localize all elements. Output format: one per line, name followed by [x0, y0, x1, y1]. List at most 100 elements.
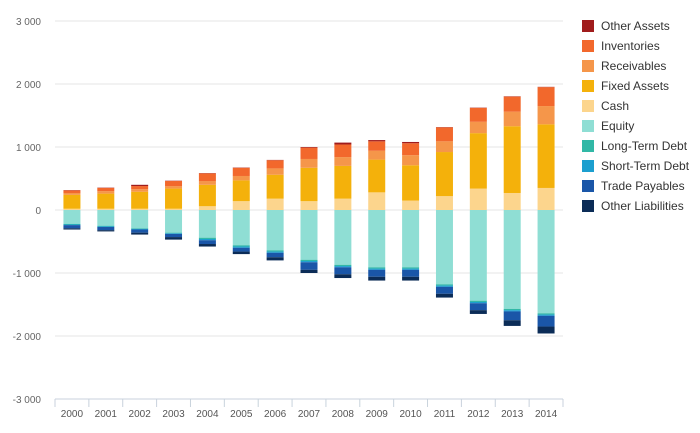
- x-tick-label: 2002: [129, 409, 152, 420]
- bar-segment: [198, 173, 216, 182]
- bar-segment: [97, 210, 115, 226]
- bar-segment: [435, 127, 453, 142]
- bar-segment: [198, 237, 216, 239]
- bar-segment: [435, 196, 453, 210]
- bar-segment: [402, 268, 420, 270]
- bar-segment: [334, 144, 352, 158]
- legend-item[interactable]: Receivables: [582, 56, 689, 76]
- bar-segment: [198, 184, 216, 207]
- bar-segment: [435, 285, 453, 287]
- bar-segment: [537, 187, 555, 210]
- legend-item[interactable]: Cash: [582, 96, 689, 116]
- bar-segment: [232, 167, 250, 176]
- bar-segment: [232, 251, 250, 255]
- legend-item[interactable]: Short-Term Debt: [582, 156, 689, 176]
- legend-swatch: [582, 180, 594, 192]
- bar-segment: [165, 237, 183, 240]
- legend-item[interactable]: Trade Payables: [582, 176, 689, 196]
- bar-segment: [198, 210, 216, 238]
- legend-item[interactable]: Long-Term Debt: [582, 136, 689, 156]
- y-axis-ticks: 3 000 2 000 1 000 0 -1 000 -2 000 -3 000: [13, 17, 42, 406]
- y-tick-label: 0: [35, 206, 41, 217]
- x-tick-label: 2010: [399, 409, 422, 420]
- bar-segment: [131, 228, 149, 229]
- bar-segment: [165, 186, 183, 189]
- bar-segment: [131, 232, 149, 235]
- bar-segment: [334, 267, 352, 275]
- bar-segment: [266, 210, 284, 251]
- legend-label: Trade Payables: [601, 179, 685, 193]
- bar-segment: [300, 201, 318, 210]
- bar-segment: [435, 286, 453, 294]
- bar-segment: [300, 147, 318, 159]
- y-tick-label: 3 000: [16, 17, 41, 28]
- bar-segment: [266, 252, 284, 258]
- legend-label: Inventories: [601, 39, 660, 53]
- legend-label: Short-Term Debt: [601, 159, 690, 173]
- x-tick-label: 2001: [95, 409, 118, 420]
- bar-segment: [300, 269, 318, 273]
- bar-segment: [503, 111, 521, 127]
- bar-segment: [435, 152, 453, 197]
- x-tick-label: 2012: [467, 409, 490, 420]
- legend-label: Other Liabilities: [601, 199, 684, 213]
- bar-segment: [232, 175, 250, 181]
- bar-segment: [232, 180, 250, 202]
- bar-segment: [165, 181, 183, 187]
- legend: Other Assets Inventories Receivables Fixed …: [582, 16, 689, 216]
- bar-segment: [266, 174, 284, 199]
- bar-segment: [469, 310, 487, 314]
- bar-segment: [469, 133, 487, 189]
- bar-segment: [131, 228, 149, 230]
- bar-segment: [63, 194, 81, 209]
- bar-segment: [232, 246, 250, 248]
- bar-segment: [63, 208, 81, 210]
- x-tick-label: 2013: [501, 409, 524, 420]
- bar-segment: [402, 276, 420, 281]
- x-tick-label: 2003: [162, 409, 185, 420]
- x-axis-ticks: 2000 2001 2002 2003 2004 2005 2006 2007 2008 2009…: [61, 409, 558, 420]
- legend-item[interactable]: Other Assets: [582, 16, 689, 36]
- bar-segment: [63, 228, 81, 230]
- legend-swatch: [582, 40, 594, 52]
- bar-segment: [537, 326, 555, 334]
- legend-label: Other Assets: [601, 19, 670, 33]
- bar-segment: [198, 244, 216, 247]
- bar-segment: [131, 208, 149, 210]
- x-tick-label: 2011: [434, 409, 456, 420]
- bar-segment: [165, 208, 183, 210]
- bar-segment: [469, 121, 487, 134]
- legend-item[interactable]: Other Liabilities: [582, 196, 689, 216]
- legend-item[interactable]: Equity: [582, 116, 689, 136]
- bar-segment: [503, 320, 521, 326]
- bar-segment: [435, 284, 453, 286]
- bar-segment: [368, 150, 386, 160]
- bar-segment: [537, 210, 555, 314]
- bar-segment: [503, 126, 521, 193]
- legend-item[interactable]: Inventories: [582, 36, 689, 56]
- bar-segment: [368, 192, 386, 210]
- bar-segment: [334, 198, 352, 210]
- bar-segment: [131, 184, 149, 187]
- bar-segment: [97, 225, 115, 227]
- bar-segment: [165, 210, 183, 233]
- bar-segment: [97, 208, 115, 210]
- bar-segment: [368, 141, 386, 151]
- bar-segment: [334, 274, 352, 279]
- bar-segment: [469, 107, 487, 122]
- x-tick-label: 2000: [61, 409, 84, 420]
- bar-segment: [469, 210, 487, 301]
- bar-segment: [97, 193, 115, 209]
- bar-segment: [537, 314, 555, 316]
- legend-label: Receivables: [601, 59, 667, 73]
- bar-segment: [537, 313, 555, 315]
- legend-item[interactable]: Fixed Assets: [582, 76, 689, 96]
- bar-segment: [97, 191, 115, 194]
- x-tick-label: 2007: [298, 409, 321, 420]
- bar-segment: [97, 227, 115, 231]
- legend-swatch: [582, 140, 594, 152]
- bar-segment: [300, 147, 318, 148]
- x-tick-label: 2004: [196, 409, 219, 420]
- bar-segment: [503, 210, 521, 309]
